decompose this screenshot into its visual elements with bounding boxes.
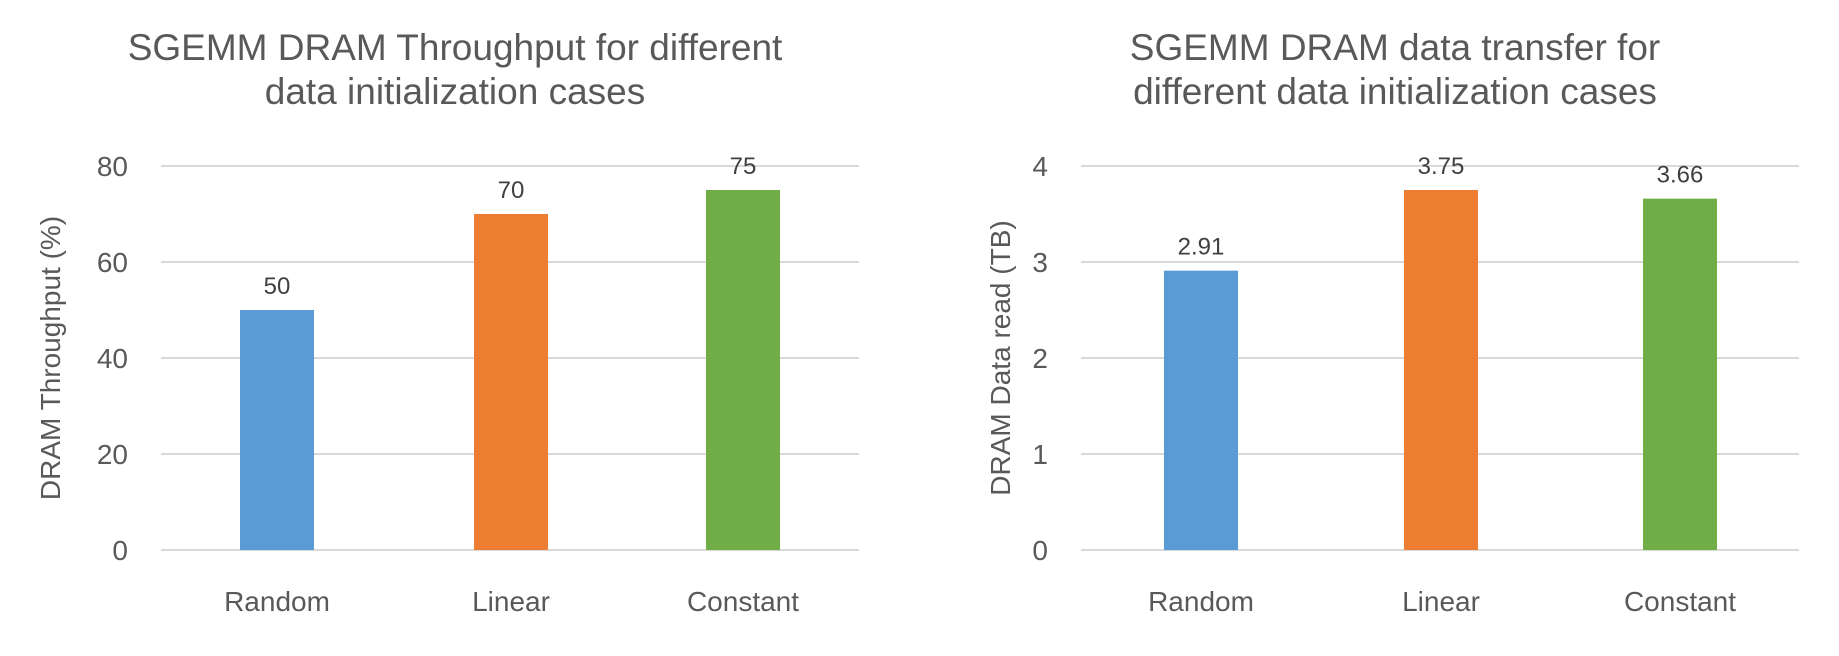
x-tick-label: Constant (687, 586, 799, 617)
y-tick-label: 3 (1032, 247, 1048, 278)
bar-random (1164, 270, 1238, 550)
bar-linear (474, 214, 548, 550)
y-tick-label: 60 (97, 247, 128, 278)
bar-constant (1643, 198, 1717, 550)
x-tick-label: Random (224, 586, 330, 617)
chart-title: SGEMM DRAM Throughput for different (128, 27, 783, 68)
chart-title: different data initialization cases (1133, 71, 1657, 112)
y-axis-label: DRAM Throughput (%) (35, 216, 66, 500)
data-label: 2.91 (1178, 234, 1225, 261)
data-label: 50 (264, 273, 291, 300)
data-label: 3.75 (1418, 153, 1465, 180)
chart-title: SGEMM DRAM data transfer for (1130, 27, 1660, 68)
y-tick-label: 4 (1032, 151, 1048, 182)
y-tick-label: 1 (1032, 439, 1048, 470)
data-label: 70 (498, 177, 525, 204)
x-tick-label: Linear (1402, 586, 1480, 617)
x-tick-label: Random (1148, 586, 1254, 617)
chart-1: SGEMM DRAM Throughput for differentdata … (35, 27, 859, 617)
y-axis-label: DRAM Data read (TB) (985, 220, 1016, 495)
bar-random (240, 310, 314, 550)
x-tick-label: Linear (472, 586, 550, 617)
data-label: 3.66 (1657, 162, 1704, 189)
bar-constant (706, 190, 780, 550)
y-tick-label: 20 (97, 439, 128, 470)
y-tick-label: 40 (97, 343, 128, 374)
bar-linear (1404, 190, 1478, 550)
y-tick-label: 0 (112, 535, 128, 566)
y-tick-label: 80 (97, 151, 128, 182)
y-tick-label: 0 (1032, 535, 1048, 566)
data-label: 75 (730, 153, 757, 180)
y-tick-label: 2 (1032, 343, 1048, 374)
chart-title: data initialization cases (265, 71, 646, 112)
x-tick-label: Constant (1624, 586, 1736, 617)
